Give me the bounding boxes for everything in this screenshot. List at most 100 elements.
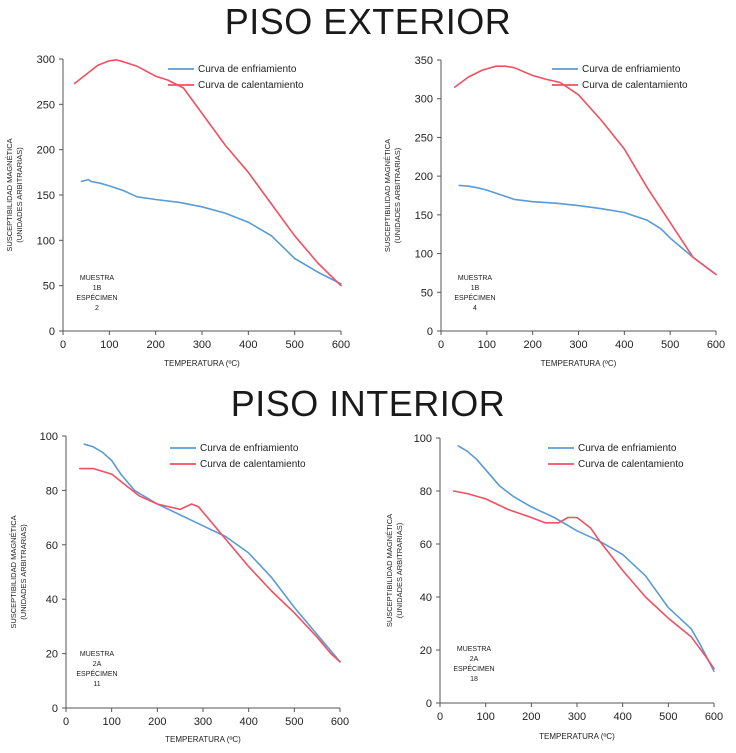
sample-annotation: ESPÉCIMEN	[76, 293, 117, 302]
y-tick-label: 50	[421, 287, 433, 299]
x-tick-label: 200	[148, 716, 166, 728]
y-tick-label: 100	[40, 431, 58, 443]
x-tick-label: 500	[285, 716, 303, 728]
y-tick-label: 40	[46, 594, 58, 606]
x-tick-label: 400	[613, 711, 631, 723]
sample-annotation: 11	[93, 681, 100, 688]
y-tick-label: 200	[37, 145, 55, 157]
section-title-exterior: PISO EXTERIOR	[224, 1, 512, 42]
x-tick-label: 0	[63, 716, 69, 728]
x-tick-label: 200	[523, 339, 541, 351]
sample-annotation: 2A	[470, 656, 479, 663]
x-tick-label: 600	[332, 339, 350, 351]
x-tick-label: 500	[661, 339, 679, 351]
x-tick-label: 300	[194, 716, 212, 728]
y-tick-label: 300	[37, 54, 55, 66]
legend-label: Curva de calentamiento	[200, 459, 306, 470]
x-tick-label: 300	[569, 339, 587, 351]
x-tick-label: 0	[437, 711, 443, 723]
x-tick-label: 400	[239, 716, 257, 728]
x-tick-label: 100	[476, 711, 494, 723]
y-axis-label: SUSCEPTIBILIDAD MAGNÉTICA	[9, 515, 18, 628]
sample-annotation: 1B	[93, 285, 102, 292]
sample-annotation: 4	[473, 305, 477, 312]
series-line-calentamiento	[73, 59, 342, 287]
y-tick-label: 20	[420, 645, 432, 657]
series-line-enfriamiento	[458, 184, 717, 276]
x-axis-label: TEMPERATURA (ºC)	[165, 735, 241, 744]
sample-annotation: MUESTRA	[80, 651, 115, 658]
chart-interior-specimen-18: 0 20 40 60 80 100 0 100 200 300 400 500 600 TEMPERATU…	[385, 433, 723, 741]
y-tick-label: 60	[420, 539, 432, 551]
y-axis-label: SUSCEPTIBILIDAD MAGNÉTICA	[385, 514, 394, 627]
sample-annotation: 1B	[471, 285, 480, 292]
series-line-enfriamiento	[457, 445, 715, 672]
y-axis-label: (UNIDADES ARBITRARIAS)	[395, 522, 404, 618]
y-tick-label: 40	[420, 592, 432, 604]
y-axis-label: (UNIDADES ARBITRARIAS)	[393, 147, 402, 243]
x-tick-label: 300	[568, 711, 586, 723]
chart-exterior-specimen-2: 0 50 100 150 200 250 300 0 100 200 300 400 500 600 TEM…	[5, 54, 350, 368]
x-tick-label: 300	[193, 339, 211, 351]
series-line-enfriamiento	[80, 178, 342, 285]
series-line-calentamiento	[452, 490, 715, 670]
sample-annotation: ESPÉCIMEN	[76, 669, 117, 678]
series-line-calentamiento	[454, 65, 717, 276]
sample-annotation: 18	[470, 676, 478, 683]
x-tick-label: 600	[707, 339, 725, 351]
legend-label: Curva de enfriamiento	[200, 443, 299, 454]
y-tick-label: 0	[427, 326, 433, 338]
sample-annotation: MUESTRA	[458, 275, 493, 282]
section-title-interior: PISO INTERIOR	[230, 383, 506, 424]
y-tick-label: 80	[420, 486, 432, 498]
x-tick-label: 0	[438, 339, 444, 351]
x-axis-label: TEMPERATURA (ºC)	[164, 359, 240, 368]
y-tick-label: 100	[37, 235, 55, 247]
y-tick-label: 0	[52, 703, 58, 715]
y-tick-label: 250	[415, 132, 433, 144]
y-tick-label: 150	[415, 210, 433, 222]
y-tick-label: 20	[46, 649, 58, 661]
sample-annotation: MUESTRA	[80, 275, 115, 282]
legend-label: Curva de enfriamiento	[578, 443, 677, 454]
y-axis-label: SUSCEPTIBILIDAD MAGNÉTICA	[383, 139, 392, 252]
sample-annotation: MUESTRA	[457, 646, 492, 653]
x-tick-label: 400	[239, 339, 257, 351]
series-line-calentamiento	[78, 467, 341, 663]
chart-exterior-specimen-4: 0 50 100 150 200 250 300 350 0 100 200 300 400 500 600…	[383, 55, 725, 368]
x-tick-label: 500	[659, 711, 677, 723]
sample-annotation: 2A	[93, 661, 102, 668]
y-tick-label: 100	[415, 249, 433, 261]
legend-label: Curva de calentamiento	[198, 80, 304, 91]
x-tick-label: 0	[60, 339, 66, 351]
x-tick-label: 600	[705, 711, 723, 723]
x-tick-label: 600	[331, 716, 349, 728]
y-axis-label: SUSCEPTIBILIDAD MAGNÉTICA	[5, 138, 14, 251]
y-tick-label: 100	[414, 433, 432, 445]
x-tick-label: 100	[100, 339, 118, 351]
y-tick-label: 300	[415, 94, 433, 106]
sample-annotation: 2	[95, 305, 99, 312]
legend-label: Curva de calentamiento	[582, 80, 688, 91]
x-tick-label: 400	[615, 339, 633, 351]
legend-label: Curva de calentamiento	[578, 459, 684, 470]
y-tick-label: 350	[415, 55, 433, 67]
sample-annotation: ESPÉCIMEN	[454, 293, 495, 302]
y-axis-label: (UNIDADES ARBITRARIAS)	[19, 524, 28, 620]
y-tick-label: 150	[37, 190, 55, 202]
x-tick-label: 500	[285, 339, 303, 351]
x-tick-label: 100	[102, 716, 120, 728]
x-tick-label: 200	[146, 339, 164, 351]
y-tick-label: 60	[46, 540, 58, 552]
series-line-enfriamiento	[83, 443, 341, 663]
y-tick-label: 0	[49, 326, 55, 338]
x-axis-label: TEMPERATURA (ºC)	[539, 732, 615, 741]
x-axis-label: TEMPERATURA (ºC)	[541, 359, 617, 368]
x-tick-label: 200	[522, 711, 540, 723]
y-tick-label: 200	[415, 171, 433, 183]
sample-annotation: ESPÉCIMEN	[453, 664, 494, 673]
legend-label: Curva de enfriamiento	[582, 64, 681, 75]
x-tick-label: 100	[478, 339, 496, 351]
y-tick-label: 0	[426, 698, 432, 710]
y-axis-label: (UNIDADES ARBITRARIAS)	[15, 147, 24, 243]
